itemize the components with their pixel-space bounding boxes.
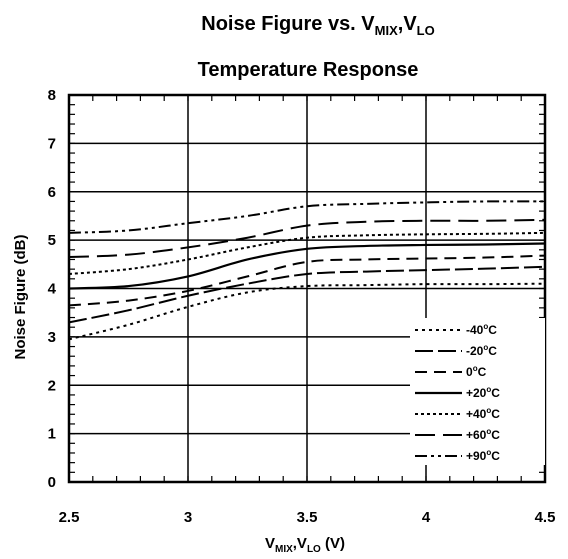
legend-label-4: +40oC <box>466 406 500 421</box>
series-line-5 <box>68 218 546 259</box>
x-axis-label: VMIX,VLO (V) <box>265 535 345 555</box>
legend: -40oC -20oC 0oC +20oC +40oC +60oC +90oC <box>410 318 545 465</box>
y-tick-label-3: 3 <box>48 329 56 346</box>
y-tick-label-1: 1 <box>48 426 56 443</box>
y-tick-label-7: 7 <box>48 135 56 152</box>
x-tick-label-4: 4.5 <box>535 509 556 526</box>
xlabel-sep: ,V <box>293 535 307 552</box>
title-sub-mix: MIX <box>375 23 398 38</box>
y-tick-label-2: 2 <box>48 377 56 394</box>
x-tick-label-1: 3 <box>184 509 192 526</box>
legend-label-3: +20oC <box>466 385 500 400</box>
y-tick-label-5: 5 <box>48 232 56 249</box>
x-tick-label-3: 4 <box>422 509 431 526</box>
y-tick-label-4: 4 <box>48 281 57 298</box>
plot-frame <box>67 93 547 484</box>
chart-title-line2: Temperature Response <box>198 59 419 81</box>
series-line-6 <box>68 200 546 234</box>
legend-label-0: -40oC <box>466 322 497 337</box>
title-main: Noise Figure vs. V <box>201 13 375 35</box>
xlabel-sub-mix: MIX <box>275 544 293 555</box>
title-sub-lo: LO <box>417 23 435 38</box>
series-line-4 <box>68 231 546 275</box>
y-tick-labels: 0 1 2 3 4 5 6 7 8 <box>48 87 57 491</box>
xlabel-unit: (V) <box>321 535 345 552</box>
series-lines <box>68 200 546 341</box>
xlabel-pre: V <box>265 535 275 552</box>
series-line-1 <box>68 265 546 324</box>
series-line-0 <box>68 282 546 341</box>
legend-background <box>410 318 545 465</box>
y-tick-label-6: 6 <box>48 184 56 201</box>
y-tick-label-0: 0 <box>48 474 56 491</box>
x-tick-labels: 2.5 3 3.5 4 4.5 <box>59 509 556 526</box>
y-tick-label-8: 8 <box>48 87 56 104</box>
plot-border <box>67 93 547 484</box>
legend-label-5: +60oC <box>466 427 500 442</box>
legend-label-6: +90oC <box>466 448 500 463</box>
legend-label-2: 0oC <box>466 364 487 379</box>
series-line-3 <box>68 242 546 290</box>
x-tick-label-2: 3.5 <box>297 509 318 526</box>
x-tick-label-0: 2.5 <box>59 509 80 526</box>
chart-title-line1: Noise Figure vs. VMIX,VLO <box>201 13 434 38</box>
xlabel-sub-lo: LO <box>307 544 321 555</box>
series-line-2 <box>68 254 546 307</box>
y-axis-label: Noise Figure (dB) <box>12 234 29 359</box>
title-sep: ,V <box>398 13 418 35</box>
legend-label-1: -20oC <box>466 343 497 358</box>
